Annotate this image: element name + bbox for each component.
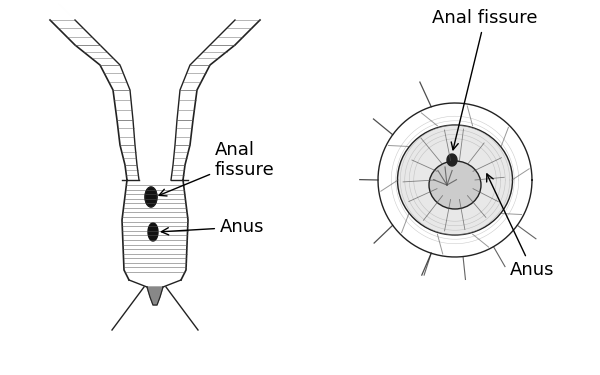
Polygon shape	[148, 223, 158, 241]
Ellipse shape	[429, 161, 481, 209]
Text: Anus: Anus	[161, 218, 265, 236]
Text: Anus: Anus	[487, 174, 554, 279]
Text: Anal fissure: Anal fissure	[432, 9, 538, 150]
Polygon shape	[447, 154, 457, 166]
Ellipse shape	[398, 125, 512, 235]
Polygon shape	[147, 287, 163, 305]
Polygon shape	[145, 187, 157, 207]
Text: Anal
fissure: Anal fissure	[159, 141, 275, 196]
